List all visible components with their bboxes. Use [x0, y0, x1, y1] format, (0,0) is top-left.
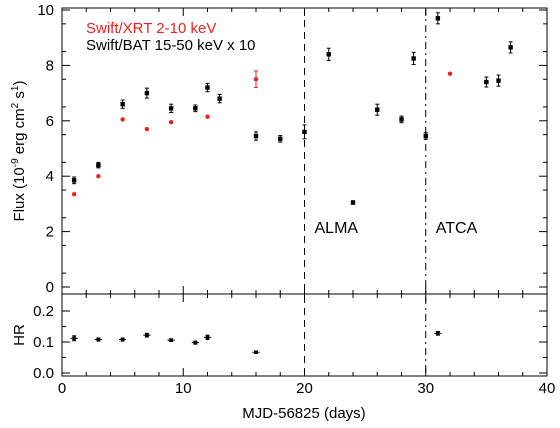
x-tick-label: 40: [539, 380, 556, 397]
bat-point: [217, 96, 222, 101]
x-tick-label: 20: [296, 380, 313, 397]
xrt-point: [120, 117, 125, 122]
hr-point: [96, 337, 101, 342]
hr-point: [254, 350, 258, 355]
flux-y-tick-label: 0: [46, 279, 54, 296]
bat-point: [96, 162, 101, 168]
xrt-point: [71, 192, 77, 197]
hr-point: [436, 331, 440, 336]
observation-lines: ALMA ATCA: [304, 8, 478, 376]
bat-point: [423, 133, 428, 139]
bat-point: [508, 45, 513, 50]
hr-y-tick-label: 0.1: [33, 334, 54, 351]
xrt-point: [96, 174, 101, 179]
flux-axes: 0 2 4 6 8 10: [37, 2, 548, 296]
xrt-point: [447, 71, 453, 76]
flux-y-tick-label: 4: [46, 168, 54, 185]
xrt-point: [168, 119, 174, 125]
flux-y-tick-label: 6: [46, 113, 54, 130]
x-tick-label: 0: [58, 380, 66, 397]
bat-point: [484, 79, 489, 85]
bat-point: [326, 52, 331, 57]
bat-point: [435, 16, 441, 21]
hr-point: [205, 335, 210, 340]
bat-point: [411, 56, 416, 61]
flux-axis-label: Flux (10-9 erg cm2 s1): [10, 81, 28, 222]
legend-entry-bat: Swift/BAT 15-50 keV x 10: [86, 37, 256, 54]
x-tick-label: 10: [175, 380, 192, 397]
bat-point: [71, 178, 77, 183]
xrt-point: [144, 126, 150, 132]
bat-point: [350, 200, 356, 205]
hr-point: [120, 337, 125, 342]
x-tick-label: 30: [417, 380, 434, 397]
bat-point: [399, 117, 404, 122]
bat-point: [120, 101, 125, 107]
hr-point: [72, 336, 76, 341]
bat-point: [375, 107, 380, 112]
flux-y-tick-label: 2: [46, 224, 54, 241]
bat-point: [193, 106, 198, 111]
hr-axis-label: HR: [11, 324, 28, 346]
hr-point: [169, 338, 173, 342]
annotation-atca: ATCA: [436, 220, 478, 237]
hr-point: [145, 333, 149, 337]
bat-point: [278, 136, 283, 142]
bat-point: [253, 133, 259, 139]
flux-y-tick-label: 8: [46, 57, 54, 74]
xrt-point: [205, 114, 210, 119]
hr-points: [70, 330, 442, 355]
bat-point: [302, 129, 307, 135]
xrt-point: [253, 77, 259, 82]
hr-y-tick-label: 0.0: [33, 365, 54, 382]
flux-y-tick-label: 10: [37, 2, 54, 19]
bat-point: [144, 90, 150, 96]
hr-axes: 0.0 0.1 0.2 0 10 20 30 40: [33, 294, 555, 397]
bat-point: [168, 106, 174, 111]
hr-y-tick-label: 0.2: [33, 303, 54, 320]
flux-points: [71, 12, 513, 205]
legend-entry-xrt: Swift/XRT 2-10 keV: [86, 20, 216, 37]
bat-point: [496, 78, 501, 83]
annotation-alma: ALMA: [315, 220, 359, 237]
x-axis-label: MJD-56825 (days): [242, 405, 365, 422]
hr-point: [193, 340, 198, 345]
bat-point: [205, 85, 210, 90]
